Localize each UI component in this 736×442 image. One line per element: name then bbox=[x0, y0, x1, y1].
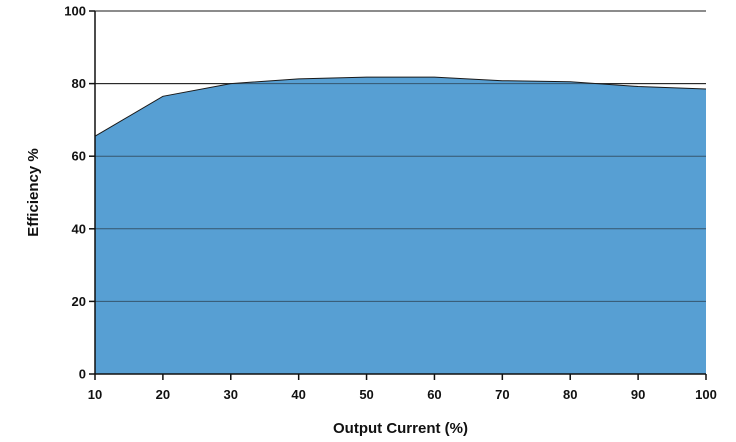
y-tick-label-40: 40 bbox=[72, 221, 86, 236]
x-tick-label-90: 90 bbox=[631, 387, 645, 402]
x-tick-label-40: 40 bbox=[291, 387, 305, 402]
x-tick-label-30: 30 bbox=[224, 387, 238, 402]
y-tick-label-100: 100 bbox=[64, 4, 86, 19]
grid-lines-over-area bbox=[94, 10, 707, 302]
efficiency-line bbox=[94, 76, 707, 137]
x-tick-labels: 10 20 30 40 50 60 70 80 90 100 bbox=[88, 387, 717, 402]
x-axis-title: Output Current (%) bbox=[333, 420, 468, 437]
x-tick-label-70: 70 bbox=[495, 387, 509, 402]
x-tick-label-60: 60 bbox=[427, 387, 441, 402]
x-tick-label-20: 20 bbox=[156, 387, 170, 402]
y-tick-label-60: 60 bbox=[72, 149, 86, 164]
x-tick-label-10: 10 bbox=[88, 387, 102, 402]
y-tick-label-0: 0 bbox=[79, 367, 86, 382]
efficiency-area bbox=[95, 77, 706, 374]
y-tick-label-20: 20 bbox=[72, 294, 86, 309]
y-tick-label-80: 80 bbox=[72, 76, 86, 91]
x-tick-label-80: 80 bbox=[563, 387, 577, 402]
x-tick-label-100: 100 bbox=[695, 387, 717, 402]
y-tick-labels: 0 20 40 60 80 100 bbox=[64, 4, 86, 382]
axes bbox=[89, 10, 707, 380]
x-tick-label-50: 50 bbox=[359, 387, 373, 402]
y-axis-title: Efficiency % bbox=[25, 148, 42, 236]
